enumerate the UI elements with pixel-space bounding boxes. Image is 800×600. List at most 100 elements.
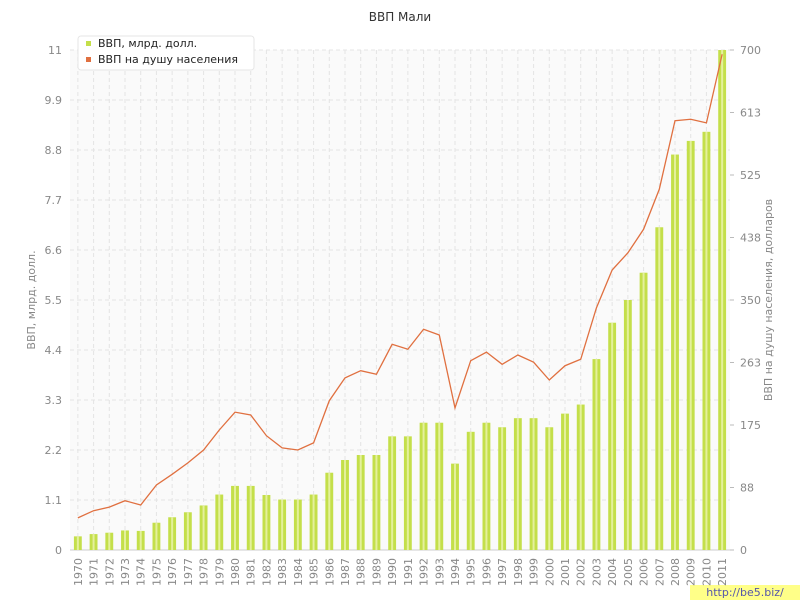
x-tick-label: 2000: [543, 558, 556, 586]
x-tick-label: 1981: [245, 558, 258, 586]
x-tick-label: 1985: [308, 558, 321, 586]
x-tick-label: 1976: [166, 558, 179, 586]
bar-highlight: [595, 359, 598, 550]
bar-highlight: [548, 427, 551, 550]
x-tick-label: 1978: [198, 558, 211, 586]
legend-label: ВВП, млрд. долл.: [98, 37, 197, 50]
x-tick-label: 2008: [669, 558, 682, 586]
bar-highlight: [359, 455, 362, 550]
y-tick-label: 5.5: [45, 294, 63, 307]
x-tick-label: 1982: [260, 558, 273, 586]
y-axis-title: ВВП, млрд. долл.: [25, 250, 38, 349]
x-tick-label: 1971: [88, 558, 101, 586]
x-tick-label: 1996: [480, 558, 493, 586]
x-tick-label: 1990: [386, 558, 399, 586]
legend-label: ВВП на душу населения: [98, 53, 238, 66]
y-tick-label: 1.1: [45, 494, 63, 507]
x-tick-label: 1987: [339, 558, 352, 586]
x-tick-label: 2002: [575, 558, 588, 586]
bar-highlight: [328, 472, 331, 550]
x-tick-label: 1984: [292, 558, 305, 586]
bar-highlight: [454, 463, 456, 550]
bar-highlight: [186, 512, 189, 550]
y-tick-label: 3.3: [45, 394, 63, 407]
y-tick-label: 4.4: [45, 344, 63, 357]
x-tick-label: 1997: [496, 558, 509, 586]
bar-highlight: [658, 227, 661, 551]
bar-highlight: [532, 418, 535, 550]
bar-highlight: [406, 436, 409, 550]
x-tick-label: 1999: [528, 558, 541, 586]
y2-tick-label: 700: [740, 44, 761, 57]
bar-highlight: [139, 530, 142, 550]
x-tick-label: 2003: [590, 558, 603, 586]
y-tick-label: 6.6: [45, 244, 63, 257]
bar-highlight: [721, 50, 724, 550]
x-tick-label: 1979: [213, 558, 226, 586]
bar-highlight: [312, 494, 315, 550]
bar-highlight: [92, 534, 95, 550]
bar-highlight: [485, 422, 488, 550]
bar-highlight: [642, 272, 645, 550]
y2-axis-title: ВВП на душу населения, долларов: [762, 199, 775, 401]
x-tick-label: 1994: [449, 558, 462, 586]
x-tick-label: 2010: [700, 558, 713, 586]
y-tick-label: 7.7: [45, 194, 63, 207]
x-tick-label: 1983: [276, 558, 289, 586]
x-tick-label: 1998: [512, 558, 525, 586]
bar-highlight: [674, 154, 676, 550]
legend-swatch: [86, 57, 91, 62]
bar-highlight: [171, 517, 174, 550]
watermark-bg: [690, 585, 800, 600]
watermark: http://be5.biz/: [706, 586, 784, 599]
bar-highlight: [218, 494, 221, 550]
x-tick-label: 2009: [685, 558, 698, 586]
bar-highlight: [689, 140, 692, 550]
y2-tick-label: 438: [740, 232, 761, 245]
x-tick-label: 2005: [622, 558, 635, 586]
x-tick-label: 2004: [606, 558, 619, 586]
x-tick-label: 1986: [323, 558, 336, 586]
y-tick-label: 9.9: [45, 94, 63, 107]
bar-highlight: [516, 418, 519, 550]
bar-highlight: [391, 436, 394, 550]
x-tick-label: 1988: [355, 558, 368, 586]
chart-title: ВВП Мали: [369, 10, 431, 24]
x-tick-label: 1977: [182, 558, 195, 586]
bar-highlight: [249, 485, 252, 550]
x-tick-label: 1970: [72, 558, 85, 586]
x-tick-label: 2001: [559, 558, 572, 586]
x-tick-label: 1975: [150, 558, 163, 586]
bar-highlight: [281, 499, 284, 550]
x-tick-label: 2007: [653, 558, 666, 586]
bar-highlight: [155, 522, 158, 550]
bar-highlight: [626, 300, 629, 550]
legend-swatch: [86, 41, 91, 46]
bar-highlight: [265, 495, 268, 550]
y2-tick-label: 175: [740, 419, 761, 432]
x-tick-label: 1989: [370, 558, 383, 586]
bar-highlight: [344, 460, 346, 550]
y2-tick-label: 0: [740, 544, 747, 557]
bar-highlight: [76, 536, 79, 550]
legend-box: [77, 35, 255, 71]
bar-highlight: [124, 530, 126, 550]
y2-tick-label: 613: [740, 107, 761, 120]
x-tick-label: 2011: [716, 558, 729, 586]
y2-tick-label: 525: [740, 169, 761, 182]
x-tick-label: 1972: [103, 558, 116, 586]
y-tick-label: 11: [48, 44, 62, 57]
bar-highlight: [469, 431, 472, 550]
x-tick-label: 1995: [465, 558, 478, 586]
x-tick-label: 1993: [433, 558, 446, 586]
x-tick-label: 1974: [135, 558, 148, 586]
bar-highlight: [202, 505, 205, 550]
y-tick-label: 0: [55, 544, 62, 557]
y2-tick-label: 263: [740, 357, 761, 370]
x-tick-label: 1991: [402, 558, 415, 586]
y-tick-label: 2.2: [45, 444, 63, 457]
bar-highlight: [579, 404, 582, 550]
y2-tick-label: 88: [740, 482, 754, 495]
bar-highlight: [422, 422, 425, 550]
x-tick-label: 1980: [229, 558, 242, 586]
